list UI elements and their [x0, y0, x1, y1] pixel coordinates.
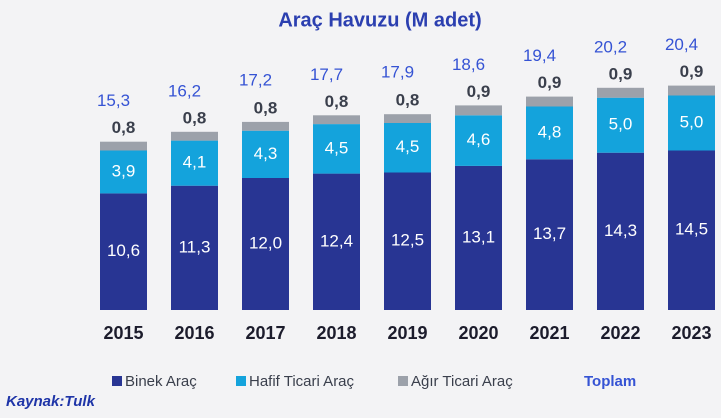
value-label: 12,4	[320, 231, 353, 250]
bar-segment	[100, 150, 147, 194]
total-label: 15,3	[97, 91, 130, 110]
total-label: 16,2	[168, 81, 201, 100]
bar-segment	[100, 193, 147, 310]
bar-segment	[384, 172, 431, 310]
total-label: 19,4	[523, 46, 556, 65]
total-label: 20,4	[665, 35, 698, 54]
value-label: 13,7	[533, 224, 566, 243]
total-label: 17,7	[310, 65, 343, 84]
value-label: 4,8	[538, 122, 562, 141]
value-label: 0,9	[680, 62, 704, 81]
x-tick-label: 2015	[103, 323, 143, 343]
bar-segment	[313, 115, 360, 125]
bar-segment	[526, 96, 573, 107]
legend-label: Hafif Ticari Araç	[249, 373, 355, 390]
value-label: 0,8	[254, 98, 278, 117]
x-tick-label: 2022	[600, 323, 640, 343]
value-label: 0,8	[325, 92, 349, 111]
bar-segment	[668, 95, 715, 151]
x-tick-label: 2021	[529, 323, 569, 343]
bar-segment	[313, 173, 360, 310]
bar-segment	[597, 87, 644, 98]
value-label: 5,0	[609, 115, 633, 134]
value-label: 4,6	[467, 130, 491, 149]
value-label: 5,0	[680, 112, 704, 131]
total-label: 18,6	[452, 55, 485, 74]
bar-segment	[242, 178, 289, 310]
x-tick-label: 2019	[387, 323, 427, 343]
legend-swatch	[398, 376, 408, 386]
value-label: 0,8	[396, 91, 420, 110]
total-label: 17,9	[381, 63, 414, 82]
bar-segment	[455, 165, 502, 310]
bar-segment	[242, 121, 289, 131]
value-label: 12,5	[391, 231, 424, 250]
source: Kaynak:Tulk	[6, 393, 96, 410]
x-tick-label: 2016	[174, 323, 214, 343]
bar-segment	[526, 159, 573, 310]
total-label: 17,2	[239, 70, 272, 89]
bar-segment	[526, 106, 573, 160]
total-label: 20,2	[594, 37, 627, 56]
value-label: 0,9	[467, 82, 491, 101]
value-label: 14,5	[675, 220, 708, 239]
value-label: 10,6	[107, 241, 140, 260]
bar-segment	[455, 105, 502, 116]
chart-title: Araç Havuzu (M adet)	[278, 9, 481, 31]
x-tick-label: 2017	[245, 323, 285, 343]
value-label: 11,3	[179, 237, 211, 256]
x-tick-label: 2018	[316, 323, 356, 343]
value-label: 0,8	[112, 118, 136, 137]
bar-segment	[384, 114, 431, 123]
bar-segment	[171, 185, 218, 310]
value-label: 12,0	[249, 233, 282, 252]
value-label: 4,5	[396, 137, 420, 156]
legend-label: Ağır Ticari Araç	[411, 373, 513, 390]
bar-segment	[171, 140, 218, 186]
legend-label: Binek Araç	[125, 373, 197, 390]
bar-segment	[668, 85, 715, 96]
bar-segment	[100, 141, 147, 151]
x-tick-label: 2023	[671, 323, 711, 343]
value-label: 0,9	[538, 73, 562, 92]
bar-segment	[242, 130, 289, 178]
value-label: 3,9	[112, 161, 136, 180]
value-label: 13,1	[462, 227, 495, 246]
bar-segment	[455, 115, 502, 166]
value-label: 4,5	[325, 138, 349, 157]
value-label: 0,8	[183, 108, 207, 127]
value-label: 4,3	[254, 144, 278, 163]
value-label: 0,9	[609, 64, 633, 83]
x-tick-label: 2020	[458, 323, 498, 343]
bar-segment	[313, 124, 360, 174]
legend-swatch	[112, 376, 122, 386]
bar-segment	[597, 97, 644, 153]
legend-label: Toplam	[584, 373, 636, 390]
bar-segment	[384, 123, 431, 173]
bar-segment	[171, 131, 218, 141]
value-label: 14,3	[604, 221, 637, 240]
bar-segment	[668, 150, 715, 310]
legend-swatch	[236, 376, 246, 386]
bar-segment	[597, 152, 644, 310]
value-label: 4,1	[183, 153, 207, 172]
